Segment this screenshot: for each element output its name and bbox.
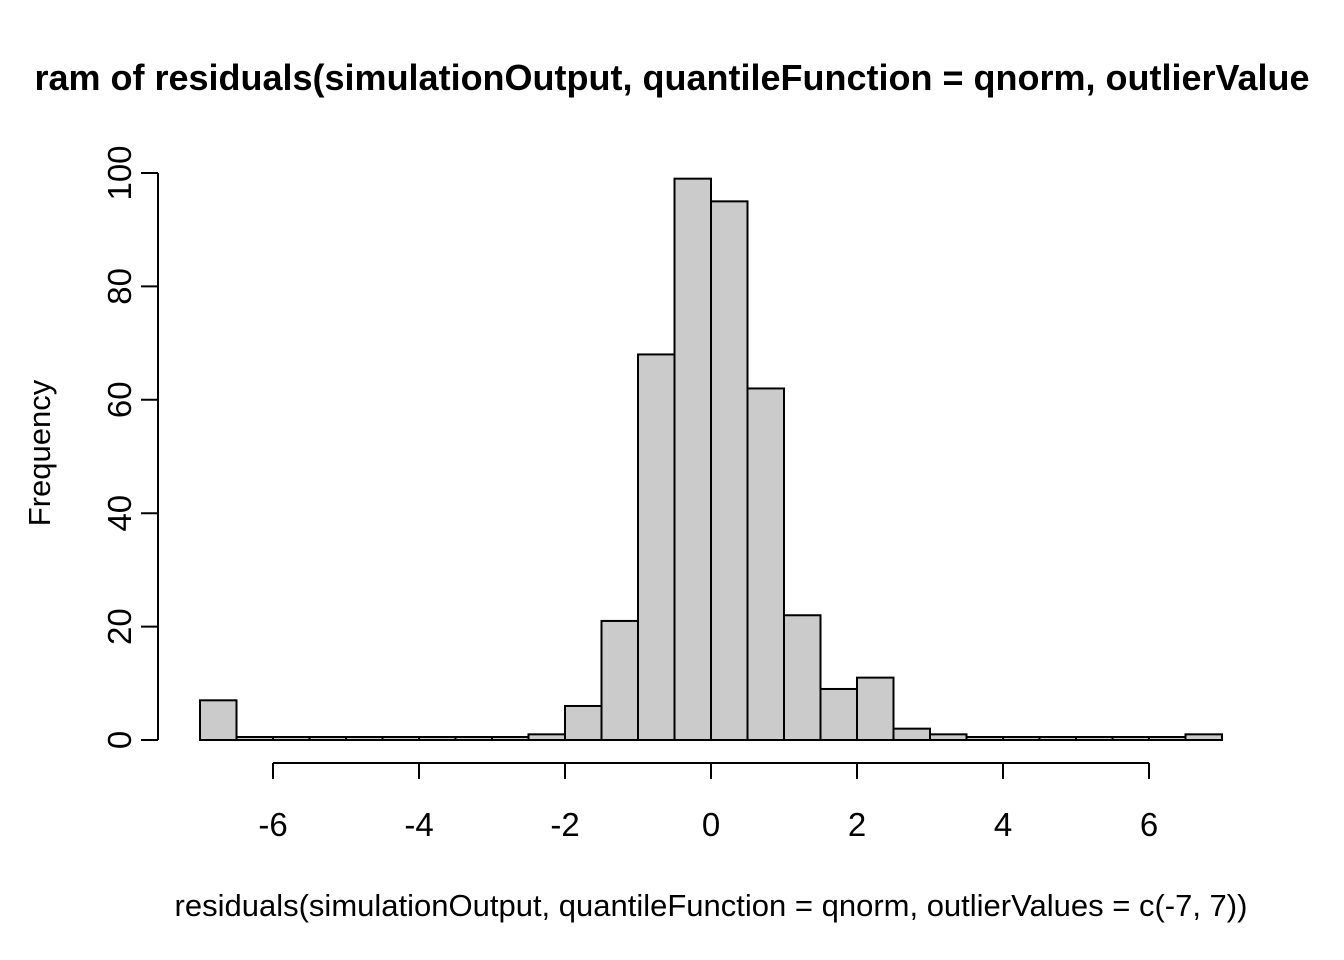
plot-title: ram of residuals(simulationOutput, quant… bbox=[34, 57, 1310, 98]
x-tick-label: 2 bbox=[848, 806, 866, 843]
histogram-bar bbox=[673, 177, 712, 742]
histogram-zero-bin bbox=[965, 736, 1004, 741]
histogram-zero-bin bbox=[308, 736, 347, 741]
histogram-zero-bin bbox=[345, 736, 384, 741]
histogram-bar bbox=[710, 200, 749, 742]
histogram-bar bbox=[856, 676, 895, 742]
histogram-zero-bin bbox=[491, 736, 530, 741]
y-axis-title: Frequency bbox=[22, 379, 57, 526]
histogram-zero-bin bbox=[418, 736, 457, 741]
histogram-bar bbox=[929, 733, 968, 742]
histogram-zero-bin bbox=[1148, 736, 1187, 741]
histogram-bar bbox=[783, 614, 822, 742]
histogram-zero-bin bbox=[454, 736, 493, 741]
histogram-bar bbox=[746, 387, 785, 741]
x-axis-title: residuals(simulationOutput, quantileFunc… bbox=[175, 888, 1248, 923]
y-tick-label: 40 bbox=[101, 495, 138, 532]
x-tick-label: 6 bbox=[1140, 806, 1158, 843]
histogram-zero-bin bbox=[272, 736, 311, 741]
histogram-zero-bin bbox=[1038, 736, 1077, 741]
histogram-zero-bin bbox=[381, 736, 420, 741]
histogram-zero-bin bbox=[1002, 736, 1041, 741]
histogram-bar bbox=[637, 353, 676, 741]
y-tick-label: 80 bbox=[101, 268, 138, 305]
histogram-bar bbox=[527, 733, 566, 742]
y-tick-label: 0 bbox=[101, 731, 138, 749]
histogram-zero-bin bbox=[1075, 736, 1114, 741]
x-tick-label: -2 bbox=[550, 806, 579, 843]
histogram-bar bbox=[1184, 733, 1223, 742]
histogram-bar bbox=[199, 699, 238, 741]
x-tick-label: -4 bbox=[404, 806, 433, 843]
histogram-zero-bin bbox=[235, 736, 274, 741]
y-tick-label: 20 bbox=[101, 608, 138, 645]
histogram-bar bbox=[564, 704, 603, 741]
y-tick-label: 60 bbox=[101, 381, 138, 418]
y-tick-label: 100 bbox=[101, 145, 138, 200]
x-tick-label: 4 bbox=[994, 806, 1012, 843]
x-tick-label: 0 bbox=[702, 806, 720, 843]
histogram-zero-bin bbox=[1111, 736, 1150, 741]
histogram-bar bbox=[819, 687, 858, 741]
histogram-bar bbox=[892, 727, 931, 741]
x-tick-label: -6 bbox=[258, 806, 287, 843]
histogram-bar bbox=[600, 619, 639, 741]
